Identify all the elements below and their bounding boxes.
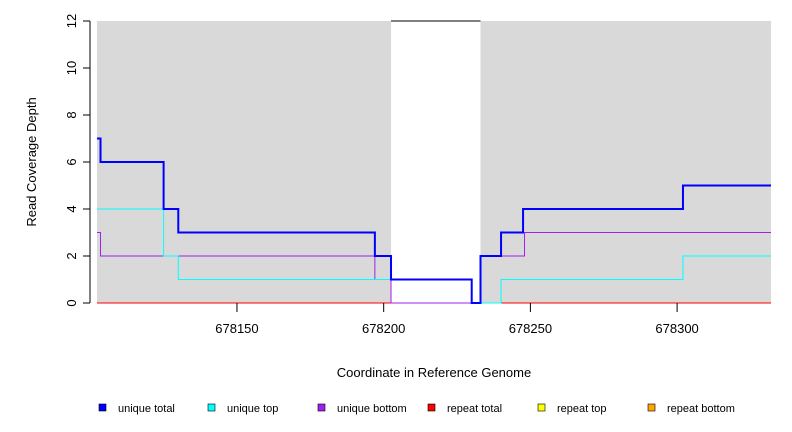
legend-swatch-repeat-total [427,403,436,412]
legend-swatch-unique-total [98,403,107,412]
legend-swatch-unique-bottom [317,403,326,412]
y-tick-label: 2 [64,252,79,259]
legend-swatch-unique-top [207,403,216,412]
legend-label: repeat bottom [667,403,735,415]
legend-swatch-repeat-top [537,403,546,412]
x-tick-label: 678250 [509,321,552,336]
legend-label: repeat top [557,403,607,415]
y-tick-label: 0 [64,299,79,306]
y-tick-label: 6 [64,158,79,165]
legend-swatch-repeat-bottom [647,403,656,412]
y-tick-label: 8 [64,111,79,118]
legend: unique total unique top unique bottom repea… [98,403,735,415]
shaded-region [480,21,771,303]
series-line-unique-total [97,137,771,304]
series-line-unique-bottom [97,232,771,304]
legend-label: repeat total [447,403,502,415]
legend-label: unique top [227,403,278,415]
series-lines [97,137,771,304]
legend-label: unique total [118,403,175,415]
y-tick-label: 4 [64,205,79,212]
y-tick-label: 10 [64,61,79,75]
shaded-regions [97,21,771,303]
x-tick-label: 678300 [655,321,698,336]
x-axis-label: Coordinate in Reference Genome [337,365,531,380]
y-tick-label: 12 [64,14,79,28]
y-axis-label: Read Coverage Depth [24,97,39,226]
x-tick-label: 678200 [362,321,405,336]
legend-label: unique bottom [337,403,407,415]
axes: 0 2 4 6 8 10 12 678150 678200 678250 678300 [64,14,699,336]
x-tick-label: 678150 [215,321,258,336]
